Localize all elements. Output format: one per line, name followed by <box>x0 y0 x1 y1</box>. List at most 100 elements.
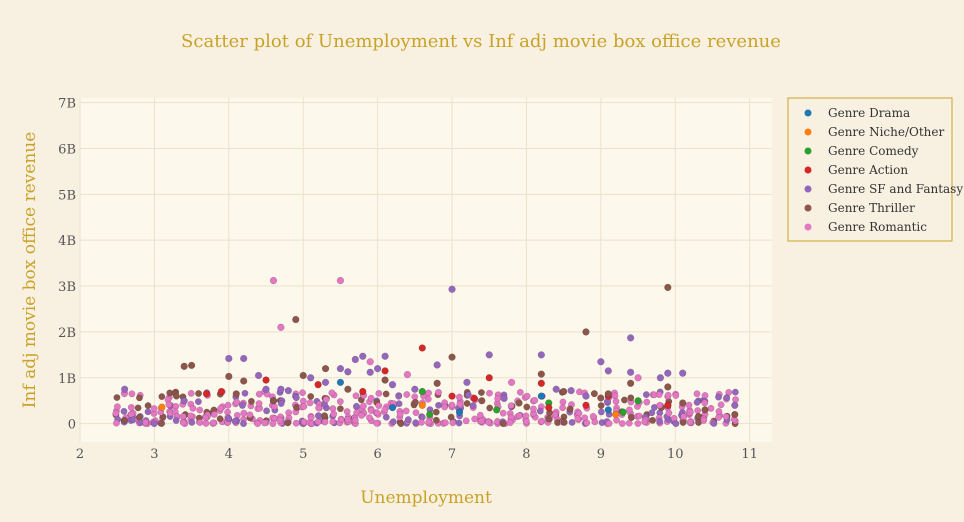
data-point <box>388 403 397 412</box>
data-point <box>507 402 515 410</box>
data-point <box>425 389 433 397</box>
data-point <box>515 399 523 407</box>
data-point <box>418 418 425 426</box>
legend-marker <box>804 223 812 231</box>
data-point <box>328 389 336 397</box>
data-point <box>336 398 344 406</box>
data-point <box>321 378 330 387</box>
data-point <box>306 399 314 407</box>
legend-label: Genre Thriller <box>828 201 915 215</box>
data-point <box>120 385 129 393</box>
data-point <box>604 406 612 414</box>
data-point <box>679 419 687 426</box>
data-point <box>239 402 246 409</box>
data-point <box>359 352 367 360</box>
data-point <box>336 405 344 413</box>
data-point <box>522 417 530 425</box>
data-point <box>216 415 224 423</box>
legend-marker <box>804 204 812 212</box>
data-point <box>433 361 441 369</box>
data-point <box>225 354 233 363</box>
data-point <box>686 418 694 426</box>
data-point <box>486 389 493 397</box>
data-point <box>664 401 672 409</box>
data-point <box>112 419 120 427</box>
data-point <box>172 403 180 410</box>
data-point <box>344 385 352 393</box>
data-point <box>484 418 492 426</box>
data-point <box>240 409 248 417</box>
data-point <box>113 394 121 401</box>
data-point <box>582 401 590 409</box>
legend-marker <box>804 147 812 155</box>
data-point <box>545 415 553 423</box>
data-point <box>412 398 419 406</box>
data-point <box>366 414 373 422</box>
data-point <box>292 419 300 427</box>
data-point <box>403 370 412 379</box>
x-tick-label: 5 <box>299 447 307 462</box>
data-point <box>330 410 338 418</box>
data-point <box>246 411 254 419</box>
data-point <box>329 418 337 426</box>
data-point <box>679 399 687 407</box>
data-point <box>672 420 680 428</box>
x-tick-label: 6 <box>373 447 381 462</box>
data-point <box>411 385 419 393</box>
data-point <box>643 398 651 406</box>
data-point <box>448 285 456 293</box>
data-point <box>567 386 575 395</box>
data-point <box>499 409 507 417</box>
x-tick-label: 4 <box>225 447 233 462</box>
data-point <box>388 381 397 389</box>
data-point <box>694 407 702 414</box>
data-point <box>352 392 360 400</box>
data-point <box>506 419 514 427</box>
data-point <box>494 395 502 403</box>
data-point <box>618 420 626 427</box>
data-point <box>424 395 432 403</box>
data-point <box>418 401 426 409</box>
data-point <box>529 405 537 413</box>
grid-lines <box>79 98 772 442</box>
data-point <box>476 411 484 419</box>
y-tick-label: 3B <box>58 280 76 295</box>
data-point <box>634 420 642 427</box>
data-point <box>179 419 187 427</box>
x-tick-label: 9 <box>597 447 605 462</box>
data-point <box>537 379 545 387</box>
data-point <box>128 390 136 398</box>
data-point <box>231 417 239 425</box>
data-point <box>351 416 359 424</box>
data-point <box>664 391 672 399</box>
data-point <box>625 406 633 414</box>
data-point <box>464 391 472 399</box>
data-point <box>322 395 330 403</box>
data-point <box>292 394 300 402</box>
data-point <box>710 419 718 427</box>
data-point <box>254 420 262 428</box>
data-point <box>360 402 367 410</box>
legend-label: Genre SF and Fantasy <box>828 182 963 196</box>
data-point <box>477 389 485 396</box>
data-point <box>672 392 680 399</box>
data-point <box>135 394 143 402</box>
data-point <box>247 397 255 405</box>
legend-marker <box>804 185 812 193</box>
data-point <box>685 401 693 409</box>
data-point <box>537 392 545 400</box>
data-point <box>344 368 352 376</box>
data-point <box>269 276 278 285</box>
data-point <box>225 372 233 381</box>
legend-label: Genre Niche/Other <box>828 125 944 139</box>
data-point <box>449 419 457 427</box>
data-point <box>299 389 306 397</box>
data-point <box>626 379 635 387</box>
data-point <box>261 419 269 427</box>
data-point <box>397 420 405 428</box>
x-tick-label: 3 <box>150 447 158 462</box>
data-point <box>435 388 442 396</box>
y-tick-label: 4B <box>58 234 76 249</box>
x-tick-label: 10 <box>667 447 684 462</box>
